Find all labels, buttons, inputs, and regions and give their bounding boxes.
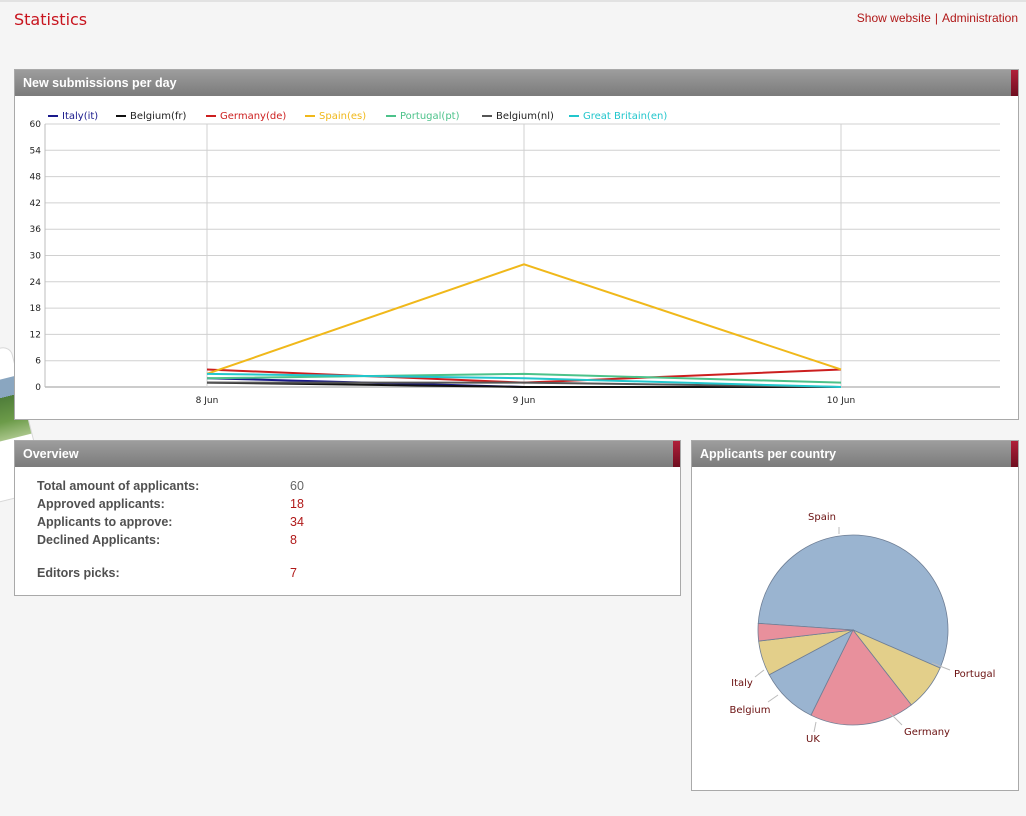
legend-label: Belgium(fr) [130, 111, 187, 122]
country-panel-title: Applicants per country [700, 447, 837, 461]
x-tick-label: 8 Jun [196, 396, 219, 406]
overview-row-editors-picks: Editors picks: 7 [37, 566, 437, 584]
page-title: Statistics [14, 10, 88, 29]
x-tick-label: 9 Jun [513, 396, 536, 406]
pie-slice-germany [810, 629, 912, 726]
pie-label-leader [754, 669, 765, 678]
y-tick-label: 30 [30, 252, 42, 262]
link-separator: | [934, 11, 938, 25]
top-links: Show website | Administration [857, 11, 1018, 25]
y-tick-label: 42 [30, 199, 41, 209]
overview-label: Declined Applicants: [37, 533, 161, 547]
overview-row-approved: Approved applicants: 18 [37, 497, 437, 515]
pie-label: Italy [731, 678, 753, 689]
overview-value-link[interactable]: 18 [290, 497, 304, 511]
legend-label: Belgium(nl) [496, 111, 554, 122]
y-tick-label: 0 [35, 383, 41, 393]
submissions-line-chart: 0 6 12 18 24 30 36 42 48 54 60 8 Jun 9 Jun 10 Jun Ital… [30, 111, 1000, 406]
overview-panel: Overview Total amount of applicants: 60 … [14, 440, 681, 596]
overview-label: Approved applicants: [37, 497, 165, 511]
series-line-spain-es [206, 263, 842, 375]
overview-value-link[interactable]: 8 [290, 533, 297, 547]
y-tick-label: 60 [30, 120, 42, 130]
pie-label: Spain [808, 512, 836, 523]
panel-accent [1011, 441, 1018, 467]
legend-label: Portugal(pt) [400, 111, 460, 122]
submissions-panel-header: New submissions per day [15, 70, 1018, 96]
y-tick-label: 24 [30, 278, 42, 288]
country-panel-header: Applicants per country [692, 441, 1018, 467]
overview-table: Total amount of applicants: 60 Approved … [37, 479, 437, 584]
series-line-great-britain-en [206, 372, 842, 388]
pie-label: Portugal [954, 669, 995, 680]
series-line-portugal-pt [206, 372, 842, 384]
pie-label-leader [813, 721, 817, 733]
legend-label: Germany(de) [220, 111, 286, 122]
pie-label: UK [806, 734, 820, 745]
overview-row-to-approve: Applicants to approve: 34 [37, 515, 437, 533]
top-border [0, 0, 1026, 2]
show-website-link[interactable]: Show website [856, 11, 931, 25]
applicants-pie-chart: Spain Portugal Germany UK Belgium Italy [730, 512, 996, 745]
legend-label: Spain(es) [319, 111, 366, 122]
pie-slice-spain [757, 534, 949, 669]
y-tick-label: 48 [30, 173, 42, 183]
pie-label: Germany [904, 727, 950, 738]
panel-accent [673, 441, 680, 467]
overview-row-total: Total amount of applicants: 60 [37, 479, 437, 497]
pie-slice-italy [757, 622, 854, 642]
overview-label: Editors picks: [37, 566, 120, 580]
overview-row-declined: Declined Applicants: 8 [37, 533, 437, 551]
submissions-panel-title: New submissions per day [23, 76, 177, 90]
y-tick-label: 18 [30, 304, 42, 314]
series-line-belgium-nl [207, 381, 842, 388]
y-tick-label: 54 [30, 146, 42, 156]
overview-label: Applicants to approve: [37, 515, 173, 529]
pie-label-leader [931, 662, 951, 671]
overview-value-link[interactable]: 7 [290, 566, 297, 580]
overview-value-link[interactable]: 34 [290, 515, 304, 529]
pie-label: Belgium [730, 705, 771, 716]
overview-value: 60 [290, 479, 304, 493]
legend-label: Italy(it) [62, 111, 98, 122]
overview-panel-header: Overview [15, 441, 680, 467]
overview-gap [37, 551, 437, 566]
y-tick-label: 12 [30, 330, 41, 340]
y-tick-label: 6 [35, 357, 41, 367]
submissions-panel: New submissions per day 0 6 12 18 24 30 36 42 48… [14, 69, 1019, 420]
pie-label-leader [889, 712, 903, 726]
pie-label-leader [767, 694, 779, 703]
panel-accent [1011, 70, 1018, 96]
country-panel: Applicants per country Spain Portugal Germ… [691, 440, 1019, 791]
series-line-belgium-fr [206, 381, 841, 388]
legend-label: Great Britain(en) [583, 111, 667, 122]
overview-panel-title: Overview [23, 447, 79, 461]
overview-label: Total amount of applicants: [37, 479, 200, 493]
x-tick-label: 10 Jun [827, 396, 855, 406]
y-tick-label: 36 [30, 225, 42, 235]
administration-link[interactable]: Administration [941, 11, 1018, 25]
